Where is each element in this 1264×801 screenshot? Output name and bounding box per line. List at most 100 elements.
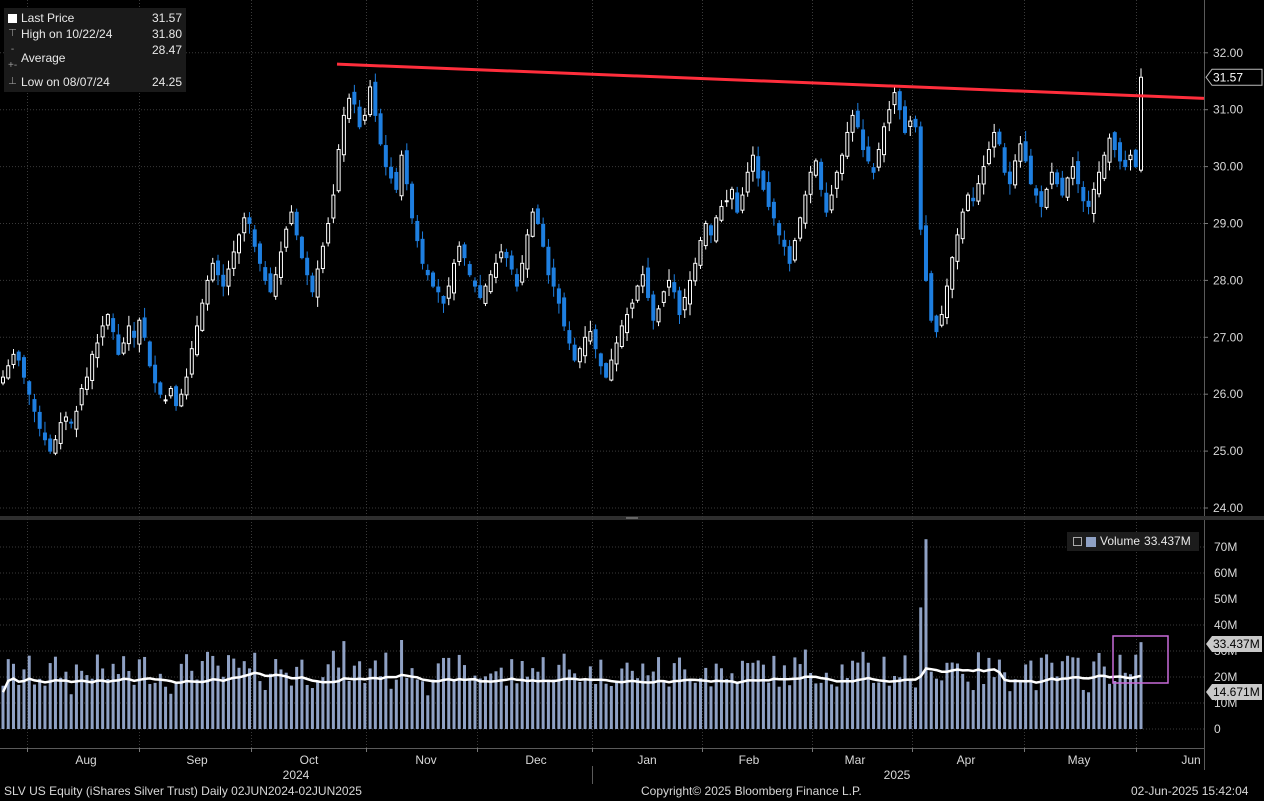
legend-low[interactable]: ⊥ Low on 08/07/24 24.25 [8, 75, 182, 89]
volume-bar [830, 684, 834, 729]
y-tick-label: 29.00 [1213, 217, 1243, 231]
volume-bar [751, 662, 755, 729]
candle-body [944, 285, 949, 319]
volume-bar [164, 686, 168, 729]
legend-last-price[interactable]: Last Price 31.57 [8, 10, 182, 26]
y-tick-label: 25.00 [1213, 444, 1243, 458]
y-tick-label: 31.00 [1213, 103, 1243, 117]
last-price-tag [1205, 68, 1263, 86]
y-tick-label: 24.00 [1213, 501, 1243, 515]
candle-body [1023, 141, 1028, 162]
candle-body [436, 286, 441, 293]
volume-legend[interactable]: Volume 33.437M [1067, 532, 1199, 551]
candle-body [147, 341, 152, 367]
volume-bar [384, 652, 388, 729]
legend-high[interactable]: ⊤ High on 10/22/24 31.80 [8, 27, 182, 41]
volume-bar [415, 679, 419, 729]
candle-body [535, 208, 540, 224]
volume-bar [232, 658, 236, 729]
candle-body [514, 274, 519, 287]
candle-body [373, 81, 378, 116]
candle-body [278, 251, 283, 278]
candle-body [315, 268, 320, 298]
candle-body [310, 275, 315, 293]
candle-body [357, 106, 362, 128]
candle-body [745, 171, 750, 193]
volume-bar [122, 656, 126, 729]
volume-bar [1018, 681, 1022, 729]
volume-bar [809, 672, 813, 729]
volume-bar [992, 677, 996, 729]
candle-body [231, 251, 236, 269]
volume-bar [1055, 676, 1059, 729]
legend-average[interactable]: -+- Average 28.47 [8, 42, 182, 74]
candle-body [84, 376, 89, 390]
x-tick-label: Dec [525, 753, 546, 767]
trendline [336, 62, 1205, 100]
volume-bar [206, 651, 210, 729]
x-tick-label: Apr [957, 753, 976, 767]
volume-bar [85, 675, 89, 729]
volume-bar [573, 673, 577, 729]
volume-bar [1102, 666, 1106, 729]
candle-body [1097, 171, 1102, 195]
x-tick-label: Aug [75, 753, 96, 767]
volume-bar [43, 685, 47, 729]
volume-bar [127, 671, 131, 729]
collapse-icon[interactable] [1073, 537, 1082, 546]
volume-bar [866, 662, 870, 729]
candle-body [158, 382, 163, 395]
candle-body [714, 217, 719, 242]
volume-average-line [1, 667, 1142, 693]
candle-body [488, 274, 493, 293]
volume-bar [625, 662, 629, 729]
volume-bar [940, 680, 944, 729]
volume-bar [53, 656, 57, 729]
volume-bar [1123, 672, 1127, 729]
y-tick-label: 27.00 [1213, 330, 1243, 344]
candle-body [735, 192, 740, 213]
volume-bar [242, 661, 246, 729]
last-price-tag-label: 31.57 [1213, 70, 1243, 84]
candle-body [336, 149, 341, 192]
candle-body [431, 272, 436, 287]
candle-body [1044, 188, 1049, 208]
volume-bar [326, 664, 330, 729]
volume-bar [363, 682, 367, 729]
volume-bar [934, 678, 938, 729]
x-tick-label: Nov [415, 753, 436, 767]
candle-body [100, 325, 105, 338]
candle-body [132, 330, 137, 338]
candle-body [493, 262, 498, 278]
candle-body [583, 336, 588, 357]
volume-bar [468, 680, 472, 729]
volume-bar [295, 666, 299, 729]
volume-bar [426, 695, 430, 729]
volume-bar [636, 678, 640, 729]
volume-bar [258, 681, 262, 729]
volume-bar [1, 685, 5, 729]
volume-bar [557, 664, 561, 729]
volume-bar [552, 679, 556, 729]
volume-bar [389, 688, 393, 729]
candle-body [1028, 155, 1033, 185]
candle-body [95, 342, 100, 359]
candle-body [897, 91, 902, 111]
candle-body [216, 260, 221, 276]
candle-body [478, 285, 483, 298]
candle-body [530, 211, 535, 237]
candle-body [525, 234, 530, 270]
candle-body [1107, 137, 1112, 163]
candle-body [740, 194, 745, 211]
candle-body [268, 273, 273, 293]
candle-body [410, 183, 415, 219]
candle-body [850, 114, 855, 133]
volume-bar [1050, 662, 1054, 729]
candle-body [656, 308, 661, 323]
volume-bar [32, 684, 36, 729]
candle-body [708, 225, 713, 236]
volume-bar [877, 682, 881, 729]
volume-bar [583, 678, 587, 729]
volume-bar [247, 668, 251, 729]
volume-bar [924, 539, 928, 729]
